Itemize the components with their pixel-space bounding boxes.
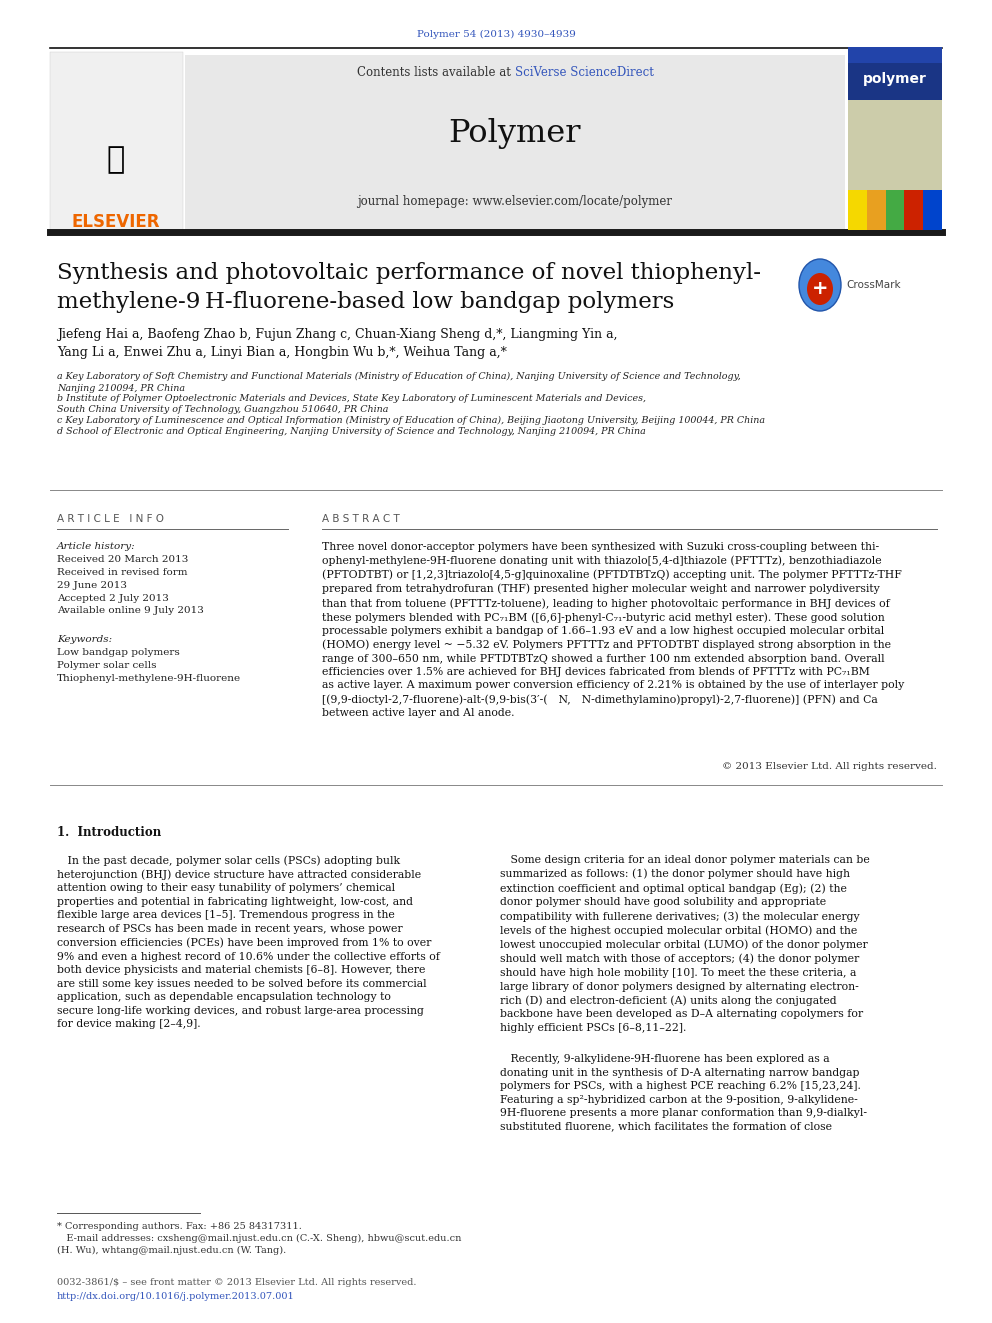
Text: Yang Li a, Enwei Zhu a, Linyi Bian a, Hongbin Wu b,*, Weihua Tang a,*: Yang Li a, Enwei Zhu a, Linyi Bian a, Ho… (57, 347, 507, 359)
Bar (867, 191, 886, 230)
Text: © 2013 Elsevier Ltd. All rights reserved.: © 2013 Elsevier Ltd. All rights reserved… (722, 762, 937, 771)
Text: 🌳: 🌳 (107, 146, 125, 175)
Text: Keywords:: Keywords: (57, 635, 112, 644)
Text: ELSEVIER: ELSEVIER (71, 213, 161, 232)
Text: +: + (811, 279, 828, 299)
Text: Synthesis and photovoltaic performance of novel thiophenyl-: Synthesis and photovoltaic performance o… (57, 262, 761, 284)
Text: Some design criteria for an ideal donor polymer materials can be
summarized as f: Some design criteria for an ideal donor … (500, 855, 870, 1033)
Text: Low bandgap polymers
Polymer solar cells
Thiophenyl-methylene-9H-fluorene: Low bandgap polymers Polymer solar cells… (57, 648, 241, 683)
Bar (848, 52, 942, 230)
Text: 0032-3861/$ – see front matter © 2013 Elsevier Ltd. All rights reserved.: 0032-3861/$ – see front matter © 2013 El… (57, 1278, 417, 1287)
Bar (924, 191, 942, 230)
Text: a Key Laboratory of Soft Chemistry and Functional Materials (Ministry of Educati: a Key Laboratory of Soft Chemistry and F… (57, 372, 741, 393)
Text: A R T I C L E   I N F O: A R T I C L E I N F O (57, 515, 164, 524)
Text: http://dx.doi.org/10.1016/j.polymer.2013.07.001: http://dx.doi.org/10.1016/j.polymer.2013… (57, 1293, 295, 1301)
Text: c Key Laboratory of Luminescence and Optical Information (Ministry of Education : c Key Laboratory of Luminescence and Opt… (57, 415, 765, 425)
Text: Contents lists available at: Contents lists available at (357, 66, 515, 79)
Text: In the past decade, polymer solar cells (PSCs) adopting bulk
heterojunction (BHJ: In the past decade, polymer solar cells … (57, 855, 439, 1029)
Text: CrossMark: CrossMark (846, 280, 901, 290)
Text: SciVerse ScienceDirect: SciVerse ScienceDirect (515, 66, 654, 79)
Ellipse shape (799, 259, 841, 311)
Text: Article history:: Article history: (57, 542, 136, 550)
Bar (50, 52, 183, 230)
Text: journal homepage: www.elsevier.com/locate/polymer: journal homepage: www.elsevier.com/locat… (357, 194, 673, 208)
Text: 1.  Introduction: 1. Introduction (57, 826, 162, 839)
Bar (905, 191, 924, 230)
Text: Recently, 9-alkylidene-9H-fluorene has been explored as a
donating unit in the s: Recently, 9-alkylidene-9H-fluorene has b… (500, 1054, 867, 1131)
Text: methylene-9 H-fluorene-based low bandgap polymers: methylene-9 H-fluorene-based low bandgap… (57, 291, 675, 314)
Text: A B S T R A C T: A B S T R A C T (322, 515, 400, 524)
Bar (848, 101, 942, 191)
Bar (185, 56, 845, 230)
Text: * Corresponding authors. Fax: +86 25 84317311.: * Corresponding authors. Fax: +86 25 843… (57, 1222, 302, 1230)
Bar (848, 48, 942, 64)
Text: polymer: polymer (863, 71, 927, 86)
Text: Three novel donor-acceptor polymers have been synthesized with Suzuki cross-coup: Three novel donor-acceptor polymers have… (322, 542, 905, 718)
Text: Polymer 54 (2013) 4930–4939: Polymer 54 (2013) 4930–4939 (417, 30, 575, 40)
Bar (886, 191, 905, 230)
Text: E-mail addresses: cxsheng@mail.njust.edu.cn (C.-X. Sheng), hbwu@scut.edu.cn
(H. : E-mail addresses: cxsheng@mail.njust.edu… (57, 1234, 461, 1256)
Text: d School of Electronic and Optical Engineering, Nanjing University of Science an: d School of Electronic and Optical Engin… (57, 427, 646, 437)
Text: Jiefeng Hai a, Baofeng Zhao b, Fujun Zhang c, Chuan-Xiang Sheng d,*, Liangming Y: Jiefeng Hai a, Baofeng Zhao b, Fujun Zha… (57, 328, 617, 341)
Text: Polymer: Polymer (448, 118, 581, 149)
Ellipse shape (807, 273, 833, 306)
Text: b Institute of Polymer Optoelectronic Materials and Devices, State Key Laborator: b Institute of Polymer Optoelectronic Ma… (57, 394, 646, 414)
Bar (848, 191, 867, 230)
Text: Received 20 March 2013
Received in revised form
29 June 2013
Accepted 2 July 201: Received 20 March 2013 Received in revis… (57, 556, 204, 615)
